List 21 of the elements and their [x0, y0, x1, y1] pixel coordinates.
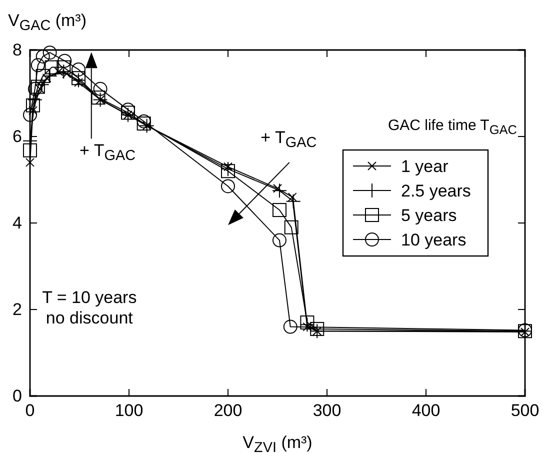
y-tick-label: 4	[12, 213, 22, 232]
annotation: T = 10 years no discount	[42, 288, 137, 328]
x-tick-label: 400	[412, 401, 440, 420]
y-axis-title: V$_{GAC}$ (m³)	[8, 11, 87, 34]
y-tick-label: 2	[12, 300, 22, 319]
legend-label: 2.5 years	[401, 182, 471, 200]
y-tick-label: 0	[12, 386, 22, 406]
x-tick-label: 300	[312, 401, 342, 420]
x-tick-label: 200	[214, 401, 242, 420]
legend-label: 5 years	[401, 206, 457, 225]
x-tick-label: 500	[510, 401, 540, 420]
legend-label: 1 year	[401, 157, 449, 176]
x-tick-label: 0	[25, 401, 35, 420]
legend-label: 10 years	[401, 230, 466, 250]
legend-title: GAC life time T$_{GAC}$	[388, 117, 517, 137]
y-tick-label: 8	[12, 40, 22, 60]
x-tick-label: 100	[114, 401, 144, 420]
y-tick-label: 6	[12, 126, 22, 146]
annotation: + T$_{GAC}$	[260, 128, 317, 152]
annotation: + T$_{GAC}$	[80, 140, 136, 164]
x-axis-title: V$_{ZVI}$ (m³)	[242, 433, 312, 454]
